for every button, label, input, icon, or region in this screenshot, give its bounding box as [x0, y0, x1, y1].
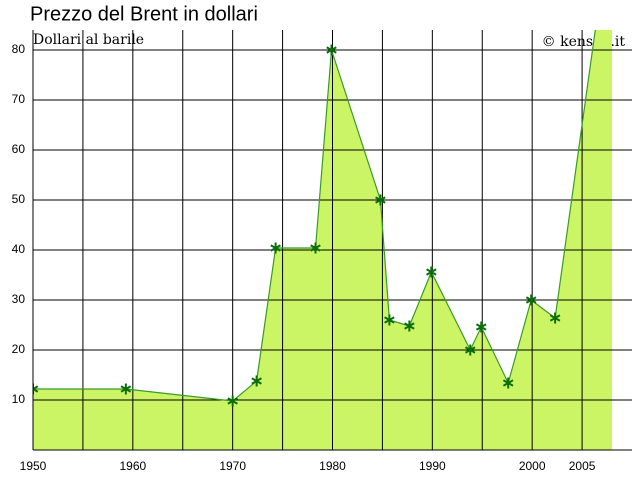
marker	[549, 312, 561, 324]
x-tick-label: 1960	[119, 459, 146, 473]
x-tick-label: 1980	[319, 459, 346, 473]
area	[33, 30, 613, 450]
marker	[251, 375, 262, 387]
marker	[33, 383, 39, 395]
marker	[375, 194, 386, 206]
x-tick-label: 2000	[519, 459, 546, 473]
marker	[502, 377, 514, 389]
y-tick-label: 20	[12, 342, 26, 356]
y-tick-label: 60	[12, 142, 26, 156]
marker	[475, 321, 487, 333]
marker	[404, 320, 415, 332]
y-axis-label: Dollari al barile	[33, 32, 144, 48]
marker	[464, 344, 476, 356]
x-tick-label: 1970	[219, 459, 246, 473]
x-tick-label: 1950	[20, 459, 47, 473]
chart-title: Prezzo del Brent in dollari	[30, 3, 258, 25]
y-tick-label: 40	[12, 242, 26, 256]
x-tick-label: 2005	[569, 459, 596, 473]
y-tick-label: 30	[12, 292, 26, 306]
marker	[270, 242, 281, 254]
y-tick-label: 80	[12, 42, 26, 56]
y-tick-label: 70	[12, 92, 26, 106]
axes: 10 20 30 40 50 60 70 80 1950 1960 1970 1980 1990 2000…	[12, 30, 632, 473]
marker	[120, 383, 132, 395]
credit: © kensan.it	[542, 34, 626, 50]
y-tick-label: 10	[12, 392, 26, 406]
marker	[310, 242, 321, 254]
x-tick-label: 1990	[419, 459, 446, 473]
plot-area	[33, 30, 632, 450]
marker	[384, 314, 395, 326]
y-tick-label: 50	[12, 192, 26, 206]
marker	[326, 44, 337, 56]
marker	[227, 395, 238, 407]
marker	[426, 266, 437, 278]
marker	[525, 294, 537, 306]
